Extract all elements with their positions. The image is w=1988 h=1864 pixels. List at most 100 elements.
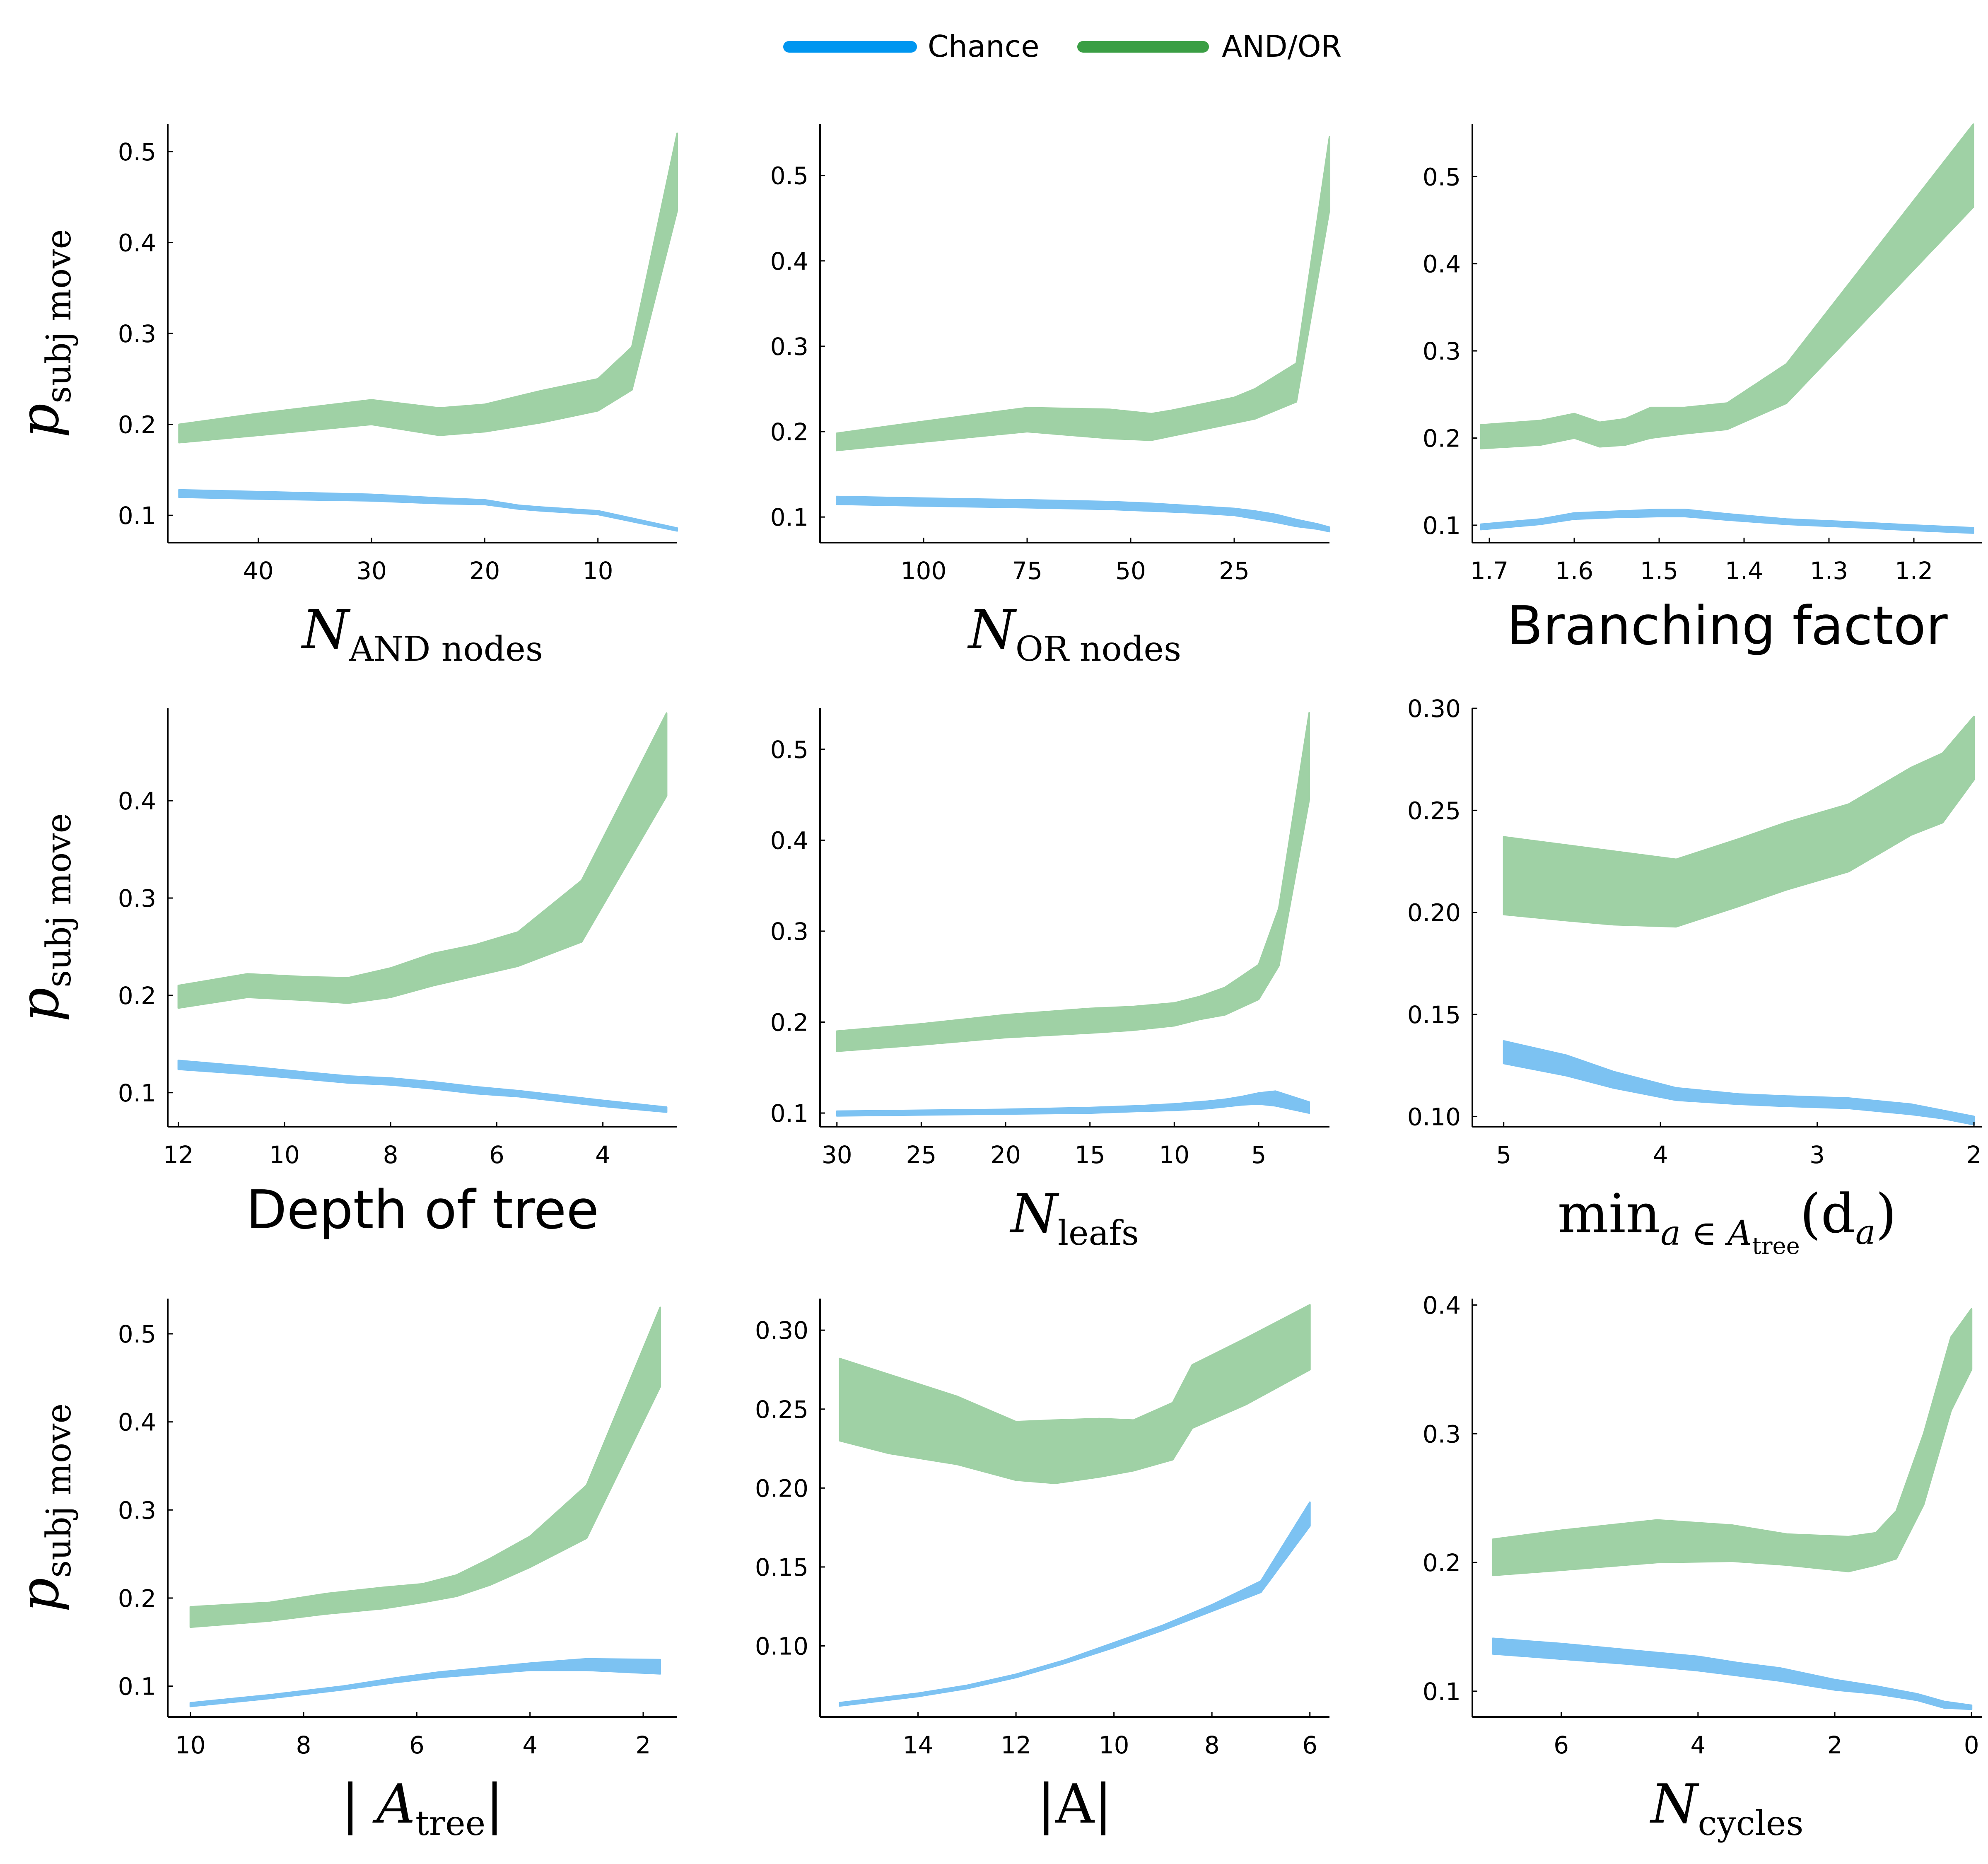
x-tick-label: 12 bbox=[1001, 1731, 1031, 1759]
y-tick-label: 0.1 bbox=[118, 502, 156, 530]
y-tick-label: 0.2 bbox=[118, 982, 156, 1010]
y-tick-label: 0.5 bbox=[770, 162, 808, 190]
y-tick-label: 0.5 bbox=[770, 736, 808, 764]
x-axis-title: mina ∈ Atree(da) bbox=[1558, 1182, 1897, 1260]
x-tick-label: 1.7 bbox=[1470, 557, 1508, 585]
y-tick-label: 0.30 bbox=[1407, 695, 1461, 723]
x-tick-label: 4 bbox=[595, 1141, 610, 1169]
y-tick-label: 0.4 bbox=[770, 826, 808, 855]
y-tick-label: 0.4 bbox=[770, 247, 808, 275]
y-tick-label: 0.1 bbox=[770, 503, 808, 531]
band-chance-depth bbox=[177, 1060, 668, 1113]
x-tick-label: 10 bbox=[269, 1141, 300, 1169]
x-tick-label: 1.6 bbox=[1555, 557, 1593, 585]
x-tick-label: 0 bbox=[1964, 1731, 1979, 1759]
band-andor-leafs bbox=[836, 712, 1310, 1052]
panel-a-size: 0.10 0.15 0.20 0.25 0.30 14 12 10 8 6 |A| bbox=[755, 1299, 1329, 1835]
x-tick-label: 10 bbox=[583, 557, 613, 585]
y-tick-label: 0.2 bbox=[118, 411, 156, 439]
x-tick-label: 25 bbox=[1219, 557, 1250, 585]
y-tick-label: 0.3 bbox=[1423, 337, 1461, 365]
y-tick-label: 0.1 bbox=[118, 1673, 156, 1701]
y-tick-label: 0.4 bbox=[1423, 250, 1461, 278]
x-tick-label: 6 bbox=[409, 1731, 425, 1759]
x-tick-label: 4 bbox=[1690, 1731, 1706, 1759]
y-tick-label: 0.4 bbox=[118, 1408, 156, 1437]
x-tick-label: 2 bbox=[1827, 1731, 1843, 1759]
y-tick-label: 0.2 bbox=[770, 418, 808, 446]
y-tick-label: 0.25 bbox=[1407, 797, 1461, 825]
panel-leafs: 0.1 0.2 0.3 0.4 0.5 30 25 20 15 10 5 Nleafs bbox=[770, 708, 1329, 1253]
band-andor-depth bbox=[177, 712, 668, 1009]
band-chance-min-depth bbox=[1503, 1040, 1975, 1126]
x-tick-label: 10 bbox=[1099, 1731, 1129, 1759]
y-tick-label: 0.3 bbox=[1423, 1420, 1461, 1448]
y-tick-label: 0.15 bbox=[1407, 1001, 1461, 1029]
x-axis-title: | Atree| bbox=[341, 1772, 504, 1843]
y-tick-label: 0.4 bbox=[118, 229, 156, 257]
y-axis-title: psubj move bbox=[8, 1403, 79, 1612]
y-tick-label: 0.15 bbox=[755, 1553, 808, 1582]
y-tick-label: 0.4 bbox=[118, 787, 156, 815]
x-tick-label: 8 bbox=[383, 1141, 398, 1169]
band-chance-a-tree bbox=[189, 1658, 661, 1707]
x-tick-label: 14 bbox=[903, 1731, 934, 1759]
y-tick-label: 0.2 bbox=[118, 1584, 156, 1613]
x-tick-label: 20 bbox=[990, 1141, 1021, 1169]
y-tick-label: 0.20 bbox=[755, 1474, 808, 1502]
legend-chance-label: Chance bbox=[928, 29, 1040, 64]
band-chance-cycles bbox=[1492, 1637, 1973, 1710]
x-tick-label: 1.4 bbox=[1725, 557, 1763, 585]
y-tick-label: 0.2 bbox=[1423, 425, 1461, 453]
y-tick-label: 0.30 bbox=[755, 1316, 808, 1345]
x-tick-label: 10 bbox=[1159, 1141, 1189, 1169]
y-tick-label: 0.4 bbox=[1423, 1292, 1461, 1320]
x-tick-label: 50 bbox=[1115, 557, 1146, 585]
band-andor-a-size bbox=[839, 1304, 1311, 1484]
y-axis-title: psubj move bbox=[8, 229, 79, 438]
x-axis-title: Branching factor bbox=[1506, 595, 1948, 657]
x-tick-label: 20 bbox=[469, 557, 500, 585]
x-tick-label: 30 bbox=[356, 557, 387, 585]
panel-branching: 0.1 0.2 0.3 0.4 0.5 1.7 1.6 1.5 1.4 1.3 1.2 Branchi… bbox=[1423, 123, 1982, 657]
x-tick-label: 4 bbox=[522, 1731, 538, 1759]
x-tick-label: 40 bbox=[243, 557, 274, 585]
y-tick-label: 0.2 bbox=[770, 1009, 808, 1037]
x-tick-label: 1.3 bbox=[1810, 557, 1848, 585]
panel-cycles: 0.1 0.2 0.3 0.4 6 4 2 0 Ncycles bbox=[1423, 1292, 1982, 1843]
band-chance-a-size bbox=[839, 1501, 1311, 1707]
band-andor-and-nodes bbox=[178, 133, 678, 444]
y-tick-label: 0.3 bbox=[118, 884, 156, 913]
x-tick-label: 100 bbox=[901, 557, 947, 585]
band-andor-min-depth bbox=[1503, 715, 1975, 928]
x-tick-label: 1.5 bbox=[1640, 557, 1678, 585]
x-axis-title: Ncycles bbox=[1650, 1772, 1804, 1843]
legend-andor-label: AND/OR bbox=[1222, 29, 1342, 64]
y-tick-label: 0.10 bbox=[1407, 1103, 1461, 1131]
x-tick-label: 2 bbox=[636, 1731, 651, 1759]
x-tick-label: 1.2 bbox=[1895, 557, 1933, 585]
band-andor-cycles bbox=[1492, 1308, 1973, 1577]
y-tick-label: 0.3 bbox=[770, 333, 808, 361]
x-tick-label: 2 bbox=[1966, 1141, 1982, 1169]
x-tick-label: 5 bbox=[1496, 1141, 1511, 1169]
band-andor-a-tree bbox=[189, 1306, 661, 1628]
x-tick-label: 6 bbox=[1302, 1731, 1317, 1759]
x-tick-label: 8 bbox=[296, 1731, 311, 1759]
legend: Chance AND/OR bbox=[783, 29, 1342, 64]
y-tick-label: 0.10 bbox=[755, 1632, 808, 1660]
y-tick-label: 0.5 bbox=[118, 138, 156, 166]
x-axis-title: |A| bbox=[1037, 1772, 1112, 1835]
x-axis-title: NOR nodes bbox=[967, 598, 1181, 669]
y-tick-label: 0.1 bbox=[1423, 1678, 1461, 1706]
y-tick-label: 0.1 bbox=[118, 1079, 156, 1107]
x-axis-title: NAND nodes bbox=[301, 598, 543, 669]
y-tick-label: 0.20 bbox=[1407, 899, 1461, 927]
x-tick-label: 30 bbox=[822, 1141, 852, 1169]
x-tick-label: 15 bbox=[1075, 1141, 1105, 1169]
band-chance-and-nodes bbox=[178, 489, 678, 532]
y-tick-label: 0.1 bbox=[770, 1099, 808, 1128]
band-andor-or-nodes bbox=[836, 136, 1330, 452]
panel-min-depth: 0.10 0.15 0.20 0.25 0.30 5 4 3 2 mina ∈ Atree(da) bbox=[1407, 695, 1982, 1260]
